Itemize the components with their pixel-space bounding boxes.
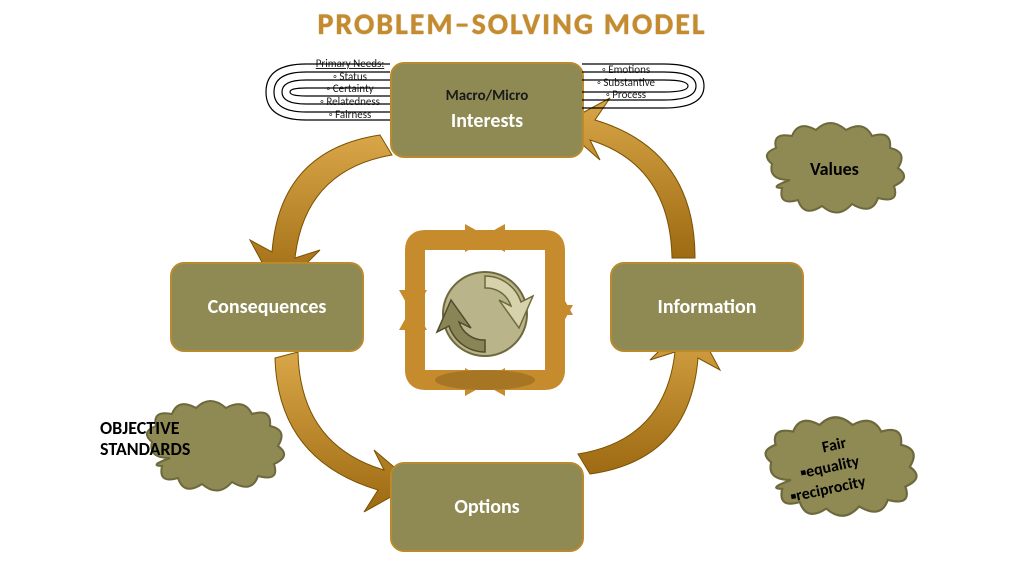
center-cycle [395, 220, 575, 420]
information-label: Information [658, 295, 757, 319]
right-needs-track-icon [582, 58, 712, 114]
consequences-label: Consequences [208, 295, 327, 319]
values-label: Values [810, 158, 859, 180]
interests-label: Interests [451, 109, 523, 133]
interests-subtitle: Macro/Micro [446, 87, 529, 105]
standards-label: OBJECTIVE STANDARDS [100, 418, 190, 459]
box-consequences: Consequences [170, 262, 364, 352]
options-label: Options [454, 495, 519, 519]
box-options: Options [390, 462, 584, 552]
box-information: Information [610, 262, 804, 352]
primary-needs-track-icon [258, 58, 398, 128]
box-interests: Macro/Micro Interests [390, 62, 584, 158]
